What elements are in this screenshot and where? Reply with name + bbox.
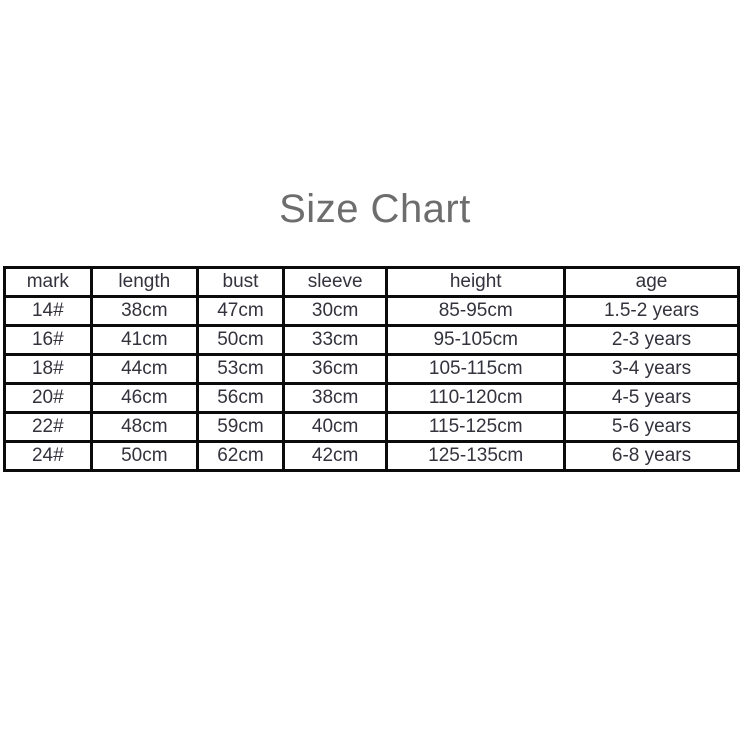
table-cell: 18# [3,353,93,385]
column-header-length: length [89,266,200,298]
table-cell: 42cm [281,440,389,472]
table-header: mark length bust sleeve height age [3,266,740,298]
table-cell: 53cm [196,353,285,385]
table-cell: 105-115cm [385,353,567,385]
page-title: Size Chart [279,187,471,231]
table-cell: 41cm [89,324,200,356]
table-cell: 22# [3,411,93,443]
table-cell: 2-3 years [563,324,740,356]
table-cell: 115-125cm [385,411,567,443]
table-body: 14# 38cm 47cm 30cm 85-95cm 1.5-2 years 16# 41cm… [3,295,740,472]
table-cell: 44cm [89,353,200,385]
table-cell: 1.5-2 years [563,295,740,327]
table-cell: 125-135cm [385,440,567,472]
column-header-sleeve: sleeve [281,266,389,298]
table-cell: 16# [3,324,93,356]
table-cell: 95-105cm [385,324,567,356]
table-row: 18# 44cm 53cm 36cm 105-115cm 3-4 years [3,353,740,385]
table-row: 20# 46cm 56cm 38cm 110-120cm 4-5 years [3,382,740,414]
table-cell: 38cm [281,382,389,414]
column-header-mark: mark [3,266,93,298]
table-cell: 110-120cm [385,382,567,414]
table-row: 14# 38cm 47cm 30cm 85-95cm 1.5-2 years [3,295,740,327]
table-cell: 50cm [89,440,200,472]
size-chart-table: mark length bust sleeve height age 14# 38cm 47c… [3,266,740,472]
table-row: 16# 41cm 50cm 33cm 95-105cm 2-3 years [3,324,740,356]
table-cell: 6-8 years [563,440,740,472]
table-cell: 33cm [281,324,389,356]
table-cell: 4-5 years [563,382,740,414]
table-cell: 47cm [196,295,285,327]
table-cell: 38cm [89,295,200,327]
table-cell: 48cm [89,411,200,443]
column-header-height: height [385,266,567,298]
table-cell: 59cm [196,411,285,443]
column-header-age: age [563,266,740,298]
table-cell: 3-4 years [563,353,740,385]
column-header-bust: bust [196,266,285,298]
table-cell: 62cm [196,440,285,472]
table-cell: 50cm [196,324,285,356]
table-cell: 85-95cm [385,295,567,327]
table-row: 22# 48cm 59cm 40cm 115-125cm 5-6 years [3,411,740,443]
table-cell: 46cm [89,382,200,414]
table-cell: 56cm [196,382,285,414]
table-cell: 36cm [281,353,389,385]
header-row: mark length bust sleeve height age [3,266,740,298]
table-cell: 24# [3,440,93,472]
table-row: 24# 50cm 62cm 42cm 125-135cm 6-8 years [3,440,740,472]
table-cell: 5-6 years [563,411,740,443]
table-cell: 40cm [281,411,389,443]
table-cell: 20# [3,382,93,414]
table-cell: 14# [3,295,93,327]
table-cell: 30cm [281,295,389,327]
